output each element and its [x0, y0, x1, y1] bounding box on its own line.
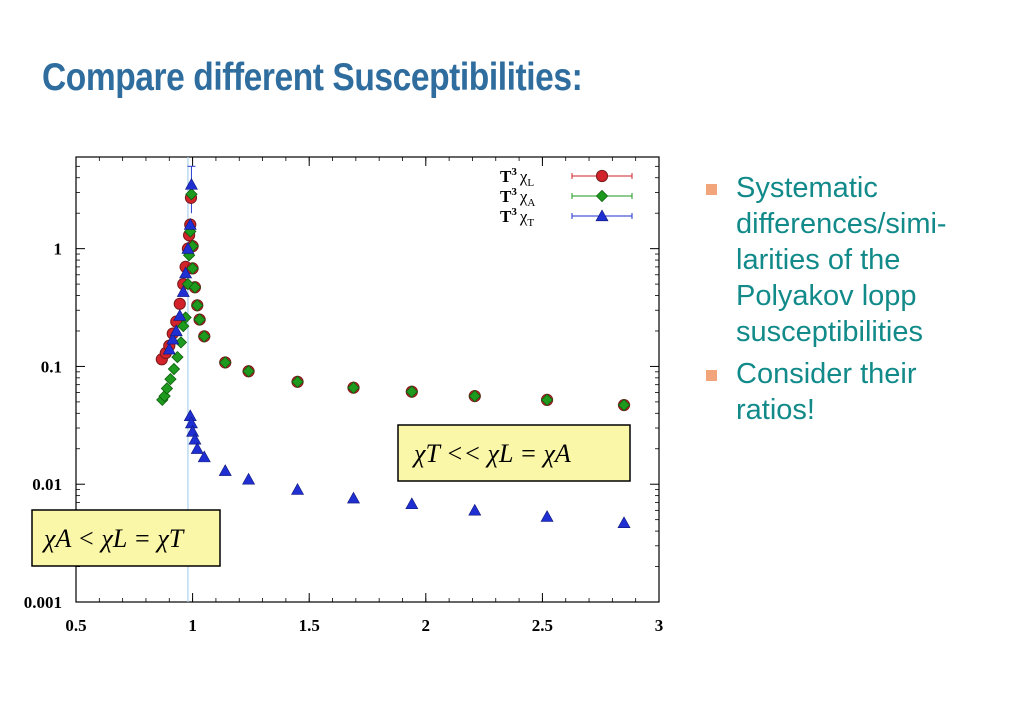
chi-T-point — [184, 177, 198, 190]
chi-L-point — [173, 297, 186, 310]
chi-A-point — [160, 382, 174, 395]
slide-title: Compare different Susceptibilities: — [42, 56, 583, 99]
chi-T-point — [186, 424, 200, 437]
chi-A-point — [347, 381, 360, 394]
chi-T-point — [181, 242, 195, 254]
chi-A-point — [198, 330, 211, 343]
chi-A-point — [291, 375, 304, 389]
bullet-list: Systematic differences/simi- larities of… — [706, 170, 1018, 434]
chi-A-point — [468, 389, 481, 403]
chi-T-point — [197, 450, 211, 463]
chi-T-point — [242, 472, 256, 485]
chi-T-point — [218, 464, 232, 476]
chi-A-point — [158, 389, 171, 403]
chi-A-point — [167, 362, 181, 376]
y-tick-label: 0.01 — [32, 475, 62, 494]
chi-T-point — [183, 217, 197, 230]
bullet-line: Systematic — [736, 172, 878, 204]
chi-T-point — [405, 497, 419, 510]
chi-T-point — [169, 324, 183, 337]
chi-T-point — [188, 432, 202, 445]
chi-A-point — [617, 398, 631, 412]
chi-A-point — [177, 319, 190, 333]
chi-A-point — [540, 393, 554, 407]
y-tick-labels: 0.001 0.01 0.1 1 — [24, 240, 62, 612]
annotation-adjoint-text: χA < χL = χT — [41, 524, 185, 553]
annotation-box-adjoint: χA < χL = χT — [31, 509, 221, 567]
legend-marker — [595, 209, 609, 222]
axis-ticks — [75, 156, 660, 603]
bullet-marker-icon — [706, 370, 717, 381]
x-tick-label: 2 — [422, 616, 431, 635]
chi-T-point — [617, 516, 631, 528]
chi-T-point — [166, 332, 180, 345]
bullet-line: larities of the — [736, 244, 901, 276]
legend-label: T3 χT — [500, 206, 534, 229]
bullet-line: ratios! — [736, 394, 815, 426]
bullet-line: Polyakov lopp — [736, 280, 917, 312]
data-points — [155, 177, 631, 528]
bullet-line: susceptibilities — [736, 316, 923, 348]
x-tick-labels: 0.5 1 1.5 2 2.5 3 — [65, 616, 663, 635]
chi-T-point — [173, 309, 187, 321]
chi-A-point — [188, 281, 202, 294]
y-tick-label: 1 — [54, 240, 63, 259]
chi-A-point — [219, 356, 232, 369]
chi-A-point — [242, 365, 255, 378]
annotation-box-transverse: χT << χL = χA — [397, 424, 631, 482]
x-tick-label: 3 — [655, 616, 664, 635]
x-tick-label: 1.5 — [299, 616, 320, 635]
chi-A-point — [191, 299, 204, 312]
annotation-transverse-text: χT << χL = χA — [411, 439, 571, 468]
legend-marker — [595, 169, 609, 183]
bullet-marker-icon — [706, 184, 717, 195]
chi-T-point — [540, 510, 554, 522]
chi-T-point — [468, 503, 482, 516]
chi-A-point — [405, 385, 418, 398]
legend-marker — [595, 189, 609, 203]
chi-A-point — [164, 372, 177, 386]
bullet-line: Consider their — [736, 358, 917, 390]
bullet-item: Systematic differences/simi- larities of… — [706, 170, 1018, 350]
chi-T-point — [179, 266, 193, 279]
y-tick-label: 0.1 — [41, 357, 62, 376]
plot-frame — [75, 156, 660, 603]
chi-A-point — [174, 336, 188, 349]
legend-label: T3 χL — [500, 166, 534, 189]
chi-A-point — [186, 262, 199, 275]
bullet-line: differences/simi- — [736, 208, 947, 240]
chi-T-point — [162, 342, 176, 355]
chi-T-point — [190, 442, 204, 454]
x-tick-label: 2.5 — [532, 616, 553, 635]
x-tick-label: 0.5 — [65, 616, 86, 635]
legend-label: T3 χA — [500, 186, 535, 209]
chi-A-point — [185, 188, 198, 201]
chi-T-point — [346, 491, 361, 504]
x-tick-label: 1 — [188, 616, 197, 635]
bullet-item: Consider their ratios! — [706, 356, 1018, 428]
chi-T-point — [176, 285, 190, 297]
y-tick-label: 0.001 — [24, 593, 62, 612]
chi-T-point — [291, 482, 305, 495]
chi-A-point — [193, 313, 206, 326]
